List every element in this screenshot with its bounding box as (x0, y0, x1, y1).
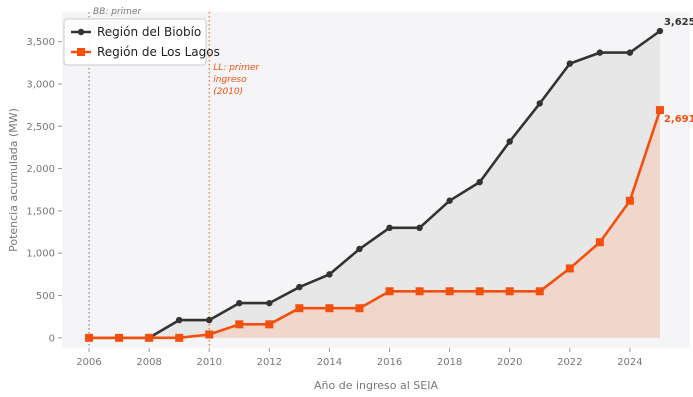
data-point (85, 333, 94, 342)
data-point (535, 287, 544, 296)
data-point (505, 287, 514, 296)
data-point (295, 304, 304, 313)
x-tick-label: 2010 (197, 357, 222, 368)
x-tick-label: 2012 (257, 357, 282, 368)
x-tick-label: 2022 (557, 357, 582, 368)
x-tick-label: 2008 (136, 357, 161, 368)
x-tick-label: 2020 (497, 357, 522, 368)
y-tick-label: 2,500 (26, 122, 55, 133)
y-tick-label: 1,500 (26, 206, 55, 217)
data-point (476, 178, 483, 186)
data-point (326, 271, 333, 278)
y-tick-label: 3,000 (26, 79, 55, 90)
y-axis-label: Potencia acumulada (MW) (7, 108, 20, 252)
x-tick-label: 2016 (377, 357, 402, 368)
data-point (656, 27, 664, 35)
legend-label: Región del Biobío (97, 25, 201, 39)
x-tick-label: 2018 (437, 357, 462, 368)
legend-box (63, 18, 207, 66)
legend-label: Región de Los Lagos (97, 45, 220, 59)
data-point (386, 224, 393, 232)
data-point (566, 60, 574, 67)
series-area-0 (89, 31, 660, 338)
data-point (205, 330, 214, 339)
y-tick-label: 1,000 (26, 249, 55, 260)
data-point (446, 197, 453, 204)
annotation-text: BB: primer (93, 7, 142, 17)
y-tick-label: 3,500 (26, 37, 55, 48)
series-line-1 (89, 109, 662, 340)
data-point (145, 333, 154, 342)
data-point (265, 320, 274, 329)
data-point (175, 333, 184, 342)
legend-swatch-marker (77, 28, 85, 36)
y-tick-label: 2,000 (26, 164, 55, 175)
annotation-text: LL: primer (213, 63, 260, 73)
legend: Región del Biobío Región de Los Lagos (63, 18, 220, 66)
data-point (266, 299, 273, 307)
data-point (115, 333, 124, 342)
legend-swatch-marker (77, 48, 85, 56)
data-point (356, 245, 363, 253)
data-point (355, 304, 364, 313)
data-point (506, 138, 513, 145)
x-tick-label: 2014 (317, 357, 342, 368)
x-tick-label: 2006 (76, 357, 101, 368)
data-point (626, 49, 634, 56)
x-tick-label: 2024 (617, 357, 642, 368)
data-point (296, 283, 303, 291)
data-point (236, 299, 243, 307)
y-tick-label: 0 (49, 333, 55, 344)
data-point (536, 100, 543, 107)
y-tick-label: 500 (36, 291, 55, 302)
series-line-0 (89, 29, 661, 340)
data-point (625, 196, 634, 205)
data-point (175, 316, 183, 324)
data-point (325, 304, 334, 313)
series-area-1 (89, 110, 660, 338)
data-point (596, 49, 604, 56)
data-point (445, 287, 454, 296)
data-point (655, 106, 664, 115)
data-point (595, 238, 604, 247)
annotation-text: (2010) (213, 87, 243, 97)
data-point (235, 320, 244, 329)
end-value-label: 2,691 (664, 114, 693, 125)
data-point (206, 316, 213, 324)
data-point (385, 287, 394, 296)
annotation-text: ingreso (213, 75, 247, 85)
data-point (475, 287, 484, 296)
data-point (416, 224, 423, 232)
data-point (565, 264, 574, 273)
x-axis-label: Año de ingreso al SEIA (314, 379, 438, 392)
end-value-label: 3,625 (664, 17, 693, 28)
data-point (415, 287, 424, 296)
